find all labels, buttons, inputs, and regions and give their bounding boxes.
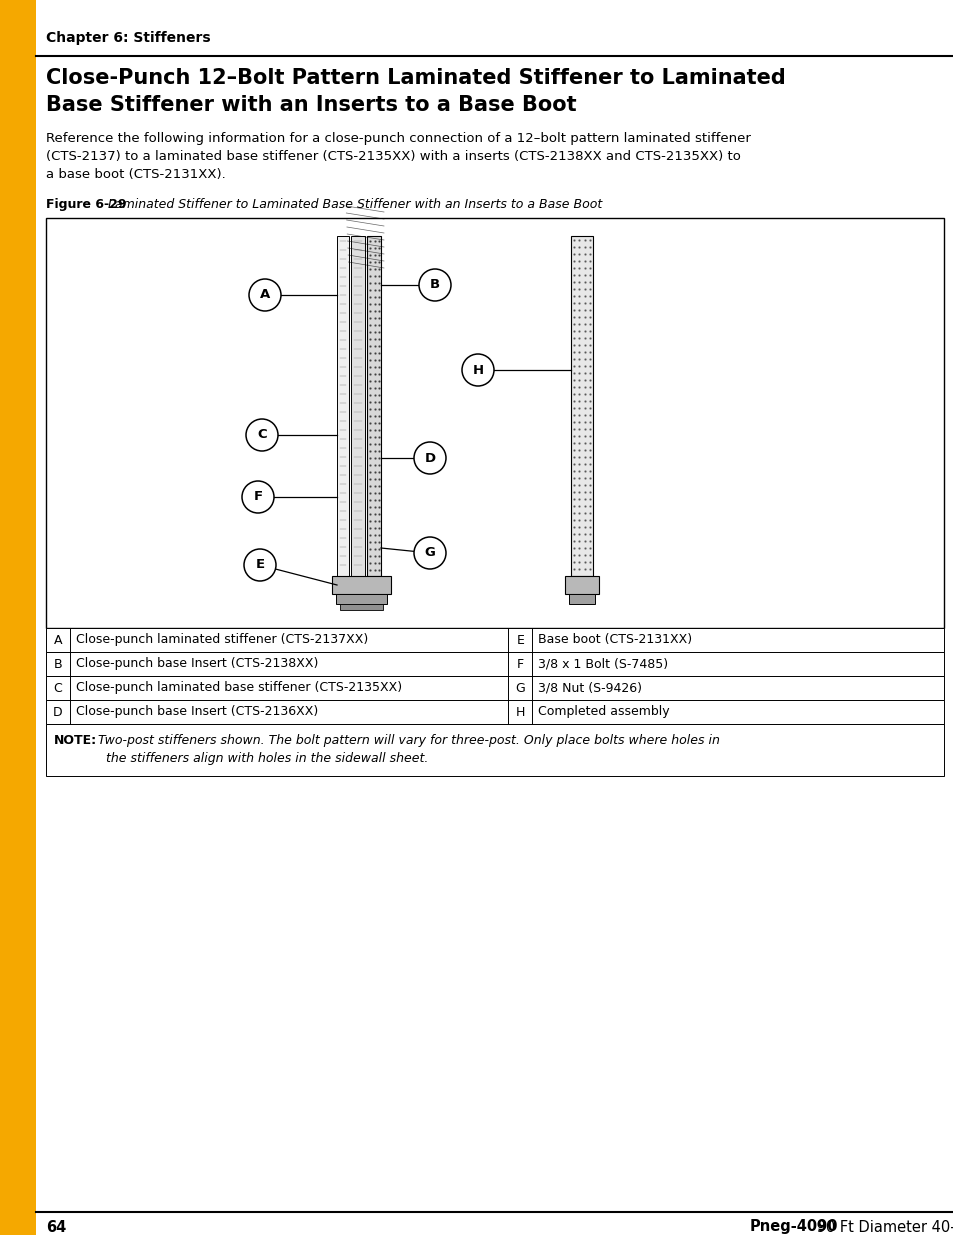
Text: (CTS-2137) to a laminated base stiffener (CTS-2135XX) with a inserts (CTS-2138XX: (CTS-2137) to a laminated base stiffener… — [46, 149, 740, 163]
Text: the stiffeners align with holes in the sidewall sheet.: the stiffeners align with holes in the s… — [106, 752, 428, 764]
Text: G: G — [424, 547, 435, 559]
Text: B: B — [53, 657, 62, 671]
Bar — [367, 236, 380, 576]
Circle shape — [242, 480, 274, 513]
Text: Completed assembly: Completed assembly — [537, 705, 669, 719]
Text: E: E — [516, 634, 524, 646]
Text: Base boot (CTS-2131XX): Base boot (CTS-2131XX) — [537, 634, 692, 646]
Text: F: F — [517, 657, 523, 671]
Text: Close-punch laminated stiffener (CTS-2137XX): Close-punch laminated stiffener (CTS-213… — [76, 634, 368, 646]
Text: Laminated Stiffener to Laminated Base Stiffener with an Inserts to a Base Boot: Laminated Stiffener to Laminated Base St… — [104, 198, 601, 211]
Bar — [46, 700, 943, 724]
Circle shape — [244, 550, 275, 580]
Circle shape — [461, 354, 494, 387]
Bar — [564, 576, 598, 594]
Text: C: C — [53, 682, 62, 694]
Text: G: G — [515, 682, 525, 694]
Text: 90 Ft Diameter 40-Series Bin: 90 Ft Diameter 40-Series Bin — [811, 1219, 953, 1235]
Text: H: H — [516, 705, 524, 719]
Text: a base boot (CTS-2131XX).: a base boot (CTS-2131XX). — [46, 168, 226, 182]
Bar — [351, 236, 365, 576]
Bar — [335, 594, 387, 604]
Text: A: A — [259, 289, 270, 301]
Text: A: A — [53, 634, 62, 646]
Text: E: E — [255, 558, 264, 572]
Bar — [339, 604, 382, 610]
Text: Close-Punch 12–Bolt Pattern Laminated Stiffener to Laminated: Close-Punch 12–Bolt Pattern Laminated St… — [46, 68, 785, 88]
Text: 3/8 x 1 Bolt (S-7485): 3/8 x 1 Bolt (S-7485) — [537, 657, 668, 671]
Text: Figure 6-29: Figure 6-29 — [46, 198, 127, 211]
Bar — [46, 652, 943, 676]
Text: Two-post stiffeners shown. The bolt pattern will vary for three-post. Only place: Two-post stiffeners shown. The bolt patt… — [94, 734, 720, 747]
Text: Close-punch base Insert (CTS-2136XX): Close-punch base Insert (CTS-2136XX) — [76, 705, 318, 719]
Bar — [46, 724, 943, 776]
Text: F: F — [253, 490, 262, 504]
Bar — [46, 676, 943, 700]
Bar — [571, 236, 593, 576]
Text: Pneg-4090: Pneg-4090 — [749, 1219, 838, 1235]
Bar — [336, 236, 349, 576]
Circle shape — [414, 442, 446, 474]
Text: Chapter 6: Stiffeners: Chapter 6: Stiffeners — [46, 31, 211, 44]
Bar — [46, 219, 943, 629]
Circle shape — [414, 537, 446, 569]
Text: D: D — [53, 705, 63, 719]
Text: Reference the following information for a close-punch connection of a 12–bolt pa: Reference the following information for … — [46, 132, 750, 144]
Text: Close-punch base Insert (CTS-2138XX): Close-punch base Insert (CTS-2138XX) — [76, 657, 318, 671]
Text: B: B — [430, 279, 439, 291]
Bar — [332, 576, 391, 594]
Text: NOTE:: NOTE: — [54, 734, 97, 747]
Circle shape — [246, 419, 277, 451]
Text: D: D — [424, 452, 436, 464]
Text: Base Stiffener with an Inserts to a Base Boot: Base Stiffener with an Inserts to a Base… — [46, 95, 576, 115]
Circle shape — [418, 269, 451, 301]
Bar — [568, 594, 595, 604]
Bar — [0, 0, 36, 1235]
Bar — [46, 629, 943, 652]
Text: 64: 64 — [46, 1219, 66, 1235]
Text: C: C — [257, 429, 267, 441]
Text: 3/8 Nut (S-9426): 3/8 Nut (S-9426) — [537, 682, 641, 694]
Text: H: H — [472, 363, 483, 377]
Text: Close-punch laminated base stiffener (CTS-2135XX): Close-punch laminated base stiffener (CT… — [76, 682, 402, 694]
Circle shape — [249, 279, 281, 311]
